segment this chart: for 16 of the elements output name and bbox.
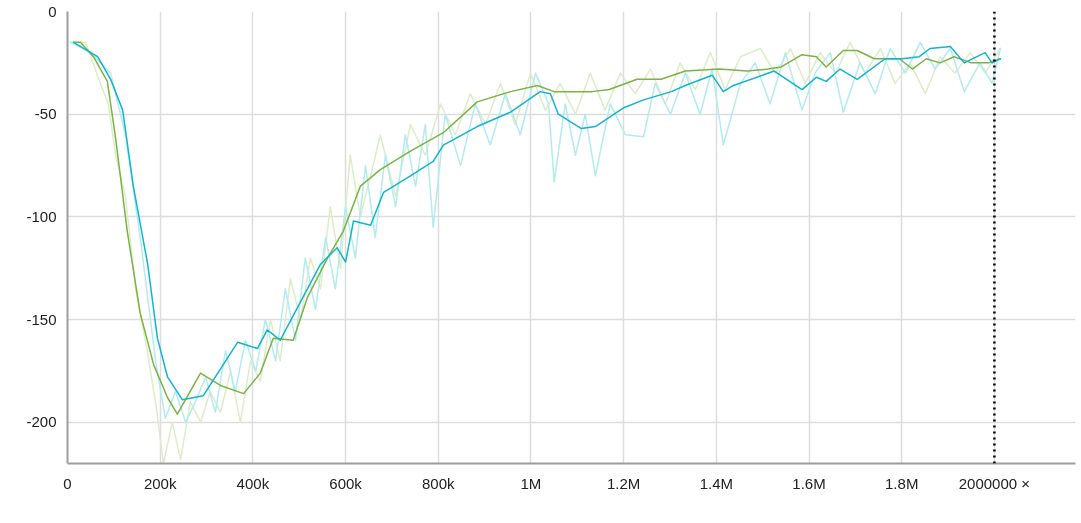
x-tick-label: 1M [520, 474, 542, 492]
x-tick-label: 400k [236, 474, 270, 492]
y-tick-label: -100 [26, 207, 57, 225]
x-tick-label: 1.4M [699, 474, 734, 492]
x-tick-label: 0 [63, 474, 72, 492]
y-tick-label: -150 [26, 310, 57, 328]
x-tick-label: 200k [143, 474, 177, 492]
y-tick-label: 0 [48, 2, 57, 20]
x-tick-label: 600k [329, 474, 363, 492]
x-tick-label: 1.8M [885, 474, 919, 492]
y-tick-label: -200 [26, 413, 57, 431]
ref-line-label: 2000000 × [958, 474, 1031, 492]
y-tick-label: -50 [34, 105, 57, 123]
x-tick-label: 800k [422, 474, 456, 492]
x-tick-label: 1.6M [792, 474, 826, 492]
x-tick-label: 1.2M [606, 474, 641, 492]
